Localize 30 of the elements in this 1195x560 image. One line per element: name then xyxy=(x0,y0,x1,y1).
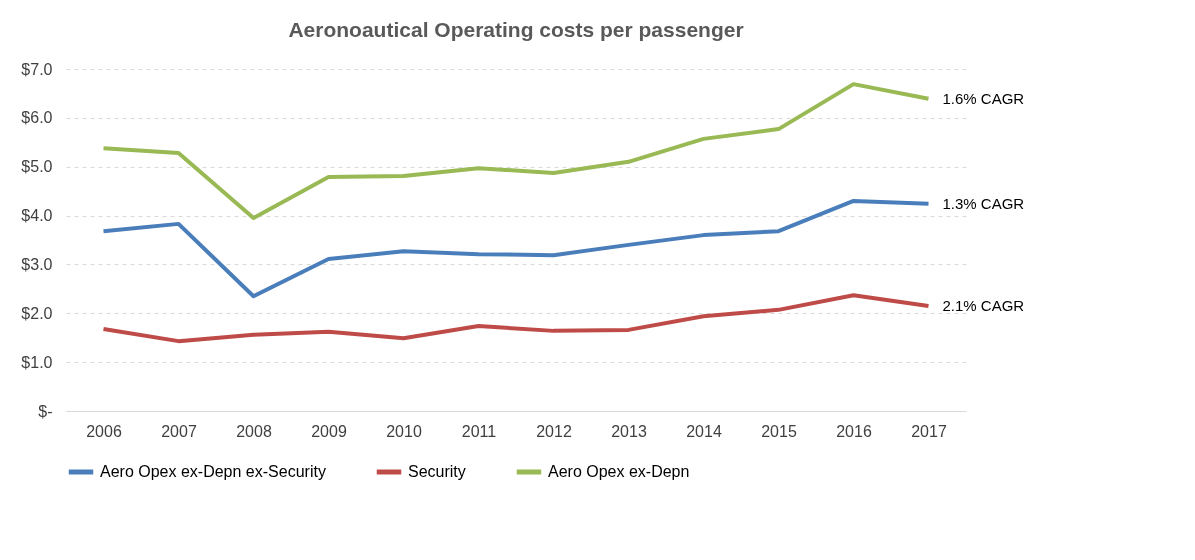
x-tick-label: 2011 xyxy=(461,422,497,440)
line-series xyxy=(101,198,931,299)
line-series xyxy=(101,293,931,344)
x-tick-label: 2012 xyxy=(536,422,572,440)
chart-title: Aeronoautical Operating costs per passenger xyxy=(288,18,744,41)
x-tick-label: 2015 xyxy=(761,422,797,440)
y-tick-label: $6.0 xyxy=(21,109,53,127)
y-tick-label: $5.0 xyxy=(21,158,53,176)
annotation: 1.6% CAGR xyxy=(942,89,1025,107)
y-tick-label: $3.0 xyxy=(21,255,53,273)
legend-label: Aero Opex ex-Depn ex-Security xyxy=(100,463,326,480)
annotation: 2.1% CAGR xyxy=(942,296,1025,314)
y-tick-label: $- xyxy=(38,402,53,420)
x-tick-label: 2006 xyxy=(86,422,122,440)
y-tick-label: $7.0 xyxy=(21,60,53,78)
legend-label: Security xyxy=(408,463,466,480)
y-tick-label: $4.0 xyxy=(21,207,53,225)
y-tick-label: $2.0 xyxy=(21,304,53,322)
annotation: 1.3% CAGR xyxy=(942,194,1025,212)
x-tick-label: 2014 xyxy=(686,422,722,440)
x-tick-label: 2008 xyxy=(236,422,272,440)
line-series xyxy=(101,82,931,221)
y-tick-label: $1.0 xyxy=(21,353,53,371)
legend-label: Aero Opex ex-Depn xyxy=(548,463,690,480)
x-tick-label: 2017 xyxy=(911,422,947,440)
x-tick-label: 2013 xyxy=(611,422,647,440)
x-tick-label: 2016 xyxy=(836,422,872,440)
x-tick-label: 2007 xyxy=(161,422,197,440)
x-tick-label: 2010 xyxy=(386,422,422,440)
x-tick-label: 2009 xyxy=(311,422,347,440)
